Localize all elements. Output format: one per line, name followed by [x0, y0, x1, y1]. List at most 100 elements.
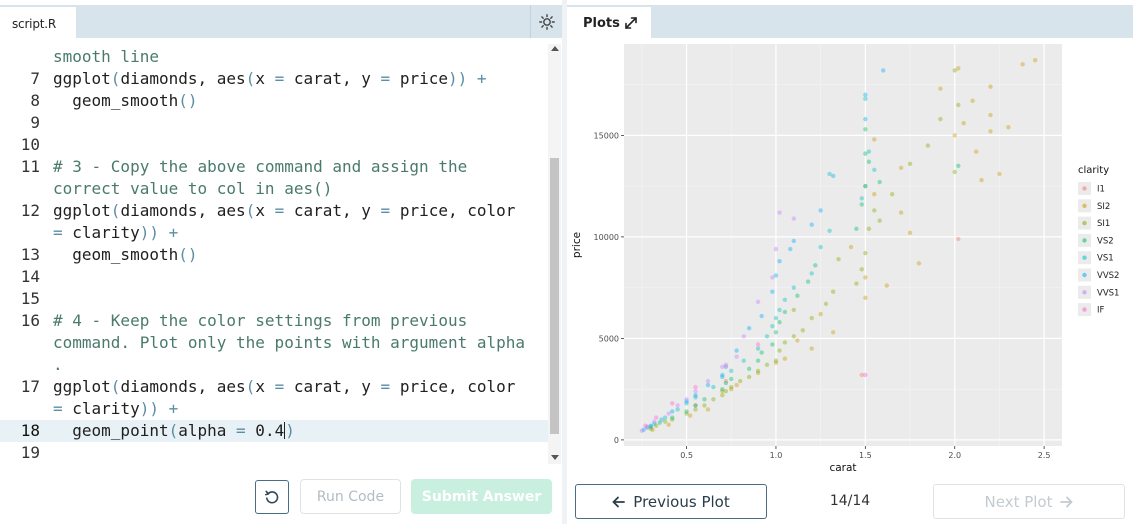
code-token: price, color: [390, 201, 516, 220]
data-point: [770, 324, 775, 329]
code-token: (: [245, 69, 256, 88]
code-line[interactable]: smooth line: [0, 46, 548, 68]
previous-plot-label: Previous Plot: [633, 492, 730, 511]
code-line[interactable]: command. Plot only the points with argum…: [0, 332, 548, 354]
code-token: =: [53, 399, 63, 418]
line-number: 16: [20, 311, 40, 330]
code-token: (: [245, 377, 256, 396]
code-token: diamonds,: [120, 201, 217, 220]
code-line[interactable]: 10: [0, 134, 548, 156]
data-point: [720, 386, 725, 392]
text-cursor: [284, 422, 286, 439]
code-line[interactable]: correct value to col in aes(): [0, 178, 548, 200]
data-point: [720, 372, 725, 378]
y-tick-label: 5000: [599, 334, 619, 343]
code-area[interactable]: smooth line 7 ggplot(diamonds, aes(x = car…: [0, 38, 548, 464]
code-token: )): [447, 69, 468, 88]
data-point: [770, 289, 775, 294]
code-line[interactable]: 14: [0, 266, 548, 288]
legend-entry-label: VS2: [1097, 236, 1114, 246]
code-token: carat, y: [284, 69, 381, 88]
scroll-up-arrow-icon[interactable]: [551, 46, 559, 51]
code-token: command. Plot only the points with argum…: [53, 333, 526, 352]
data-point: [1032, 58, 1038, 63]
theme-toggle-button[interactable]: [530, 5, 562, 38]
previous-plot-button[interactable]: Previous Plot: [575, 484, 767, 519]
code-line[interactable]: 16 # 4 - Keep the color settings from pre…: [0, 310, 548, 332]
code-line[interactable]: 18 geom_point(alpha = 0.4): [0, 420, 548, 442]
tab-script-r[interactable]: script.R: [0, 5, 76, 38]
code-text: ggplot(diamonds, aes(x = carat, y = pric…: [53, 68, 487, 90]
code-line[interactable]: = clarity)) +: [0, 222, 548, 244]
data-point: [938, 86, 943, 91]
data-point: [684, 399, 689, 404]
code-token: (: [168, 421, 179, 440]
legend-swatch: [1082, 290, 1087, 295]
code-token: ggplot: [53, 69, 111, 88]
data-point: [738, 378, 743, 384]
code-token: =: [380, 377, 391, 396]
data-point: [648, 423, 654, 428]
code-token: clarity: [62, 223, 140, 242]
code-token: x: [255, 201, 275, 220]
code-text: .: [53, 354, 63, 376]
code-text: geom_smooth(): [53, 90, 198, 112]
x-axis-label: carat: [829, 462, 856, 474]
code-line[interactable]: 9: [0, 112, 548, 134]
data-point: [755, 346, 761, 351]
code-line[interactable]: 19: [0, 442, 548, 464]
run-code-button[interactable]: Run Code: [300, 479, 401, 514]
data-point: [773, 358, 779, 363]
code-token: (): [178, 91, 198, 110]
tab-plots[interactable]: Plots: [567, 5, 651, 38]
tab-plots-label: Plots: [583, 16, 620, 31]
data-point: [670, 409, 675, 414]
code-line[interactable]: 13 geom_smooth(): [0, 244, 548, 266]
code-text: # 3 - Copy the above command and assign …: [53, 156, 467, 178]
code-token: aes: [216, 377, 246, 396]
expand-icon[interactable]: [624, 16, 638, 30]
data-point: [952, 133, 957, 138]
reset-code-button[interactable]: [255, 480, 289, 514]
code-text: smooth line: [53, 46, 159, 68]
editor-scrollbar[interactable]: [548, 44, 561, 464]
code-token: x: [255, 69, 275, 88]
data-point: [662, 419, 668, 424]
code-line[interactable]: 7 ggplot(diamonds, aes(x = carat, y = pri…: [0, 68, 548, 90]
data-point: [872, 167, 877, 173]
x-tick-label: 1.0: [770, 451, 783, 460]
code-line[interactable]: 8 geom_smooth(): [0, 90, 548, 112]
code-token: carat, y: [284, 377, 381, 396]
data-point: [791, 285, 797, 290]
panel-divider[interactable]: [562, 0, 567, 524]
data-point: [791, 216, 797, 221]
plot-tab-bar: Plots: [567, 5, 1133, 38]
data-point: [741, 358, 746, 363]
code-token: =: [53, 223, 63, 242]
data-point: [759, 313, 764, 319]
data-point: [702, 397, 707, 402]
data-point: [863, 151, 868, 156]
code-line[interactable]: 17 ggplot(diamonds, aes(x = carat, y = pr…: [0, 376, 548, 398]
code-token: =: [274, 69, 285, 88]
data-point: [693, 395, 698, 400]
data-point: [866, 159, 872, 164]
scrollbar-thumb[interactable]: [550, 158, 559, 434]
data-point: [791, 307, 797, 313]
data-point: [782, 356, 788, 361]
code-line[interactable]: 15: [0, 288, 548, 310]
code-line[interactable]: 12 ggplot(diamonds, aes(x = carat, y = pr…: [0, 200, 548, 222]
data-point: [805, 279, 811, 284]
data-point: [777, 307, 782, 313]
next-plot-button[interactable]: Next Plot: [933, 484, 1125, 519]
legend-swatch: [1082, 255, 1087, 260]
code-line[interactable]: .: [0, 354, 548, 376]
data-point: [988, 84, 993, 89]
data-point: [818, 208, 823, 213]
scroll-down-arrow-icon[interactable]: [551, 455, 559, 460]
submit-answer-button[interactable]: Submit Answer: [411, 479, 552, 514]
y-tick-label: 15000: [594, 131, 619, 140]
code-token: geom_smooth: [53, 245, 179, 264]
code-line[interactable]: = clarity)) +: [0, 398, 548, 420]
code-line[interactable]: 11 # 3 - Copy the above command and assig…: [0, 156, 548, 178]
